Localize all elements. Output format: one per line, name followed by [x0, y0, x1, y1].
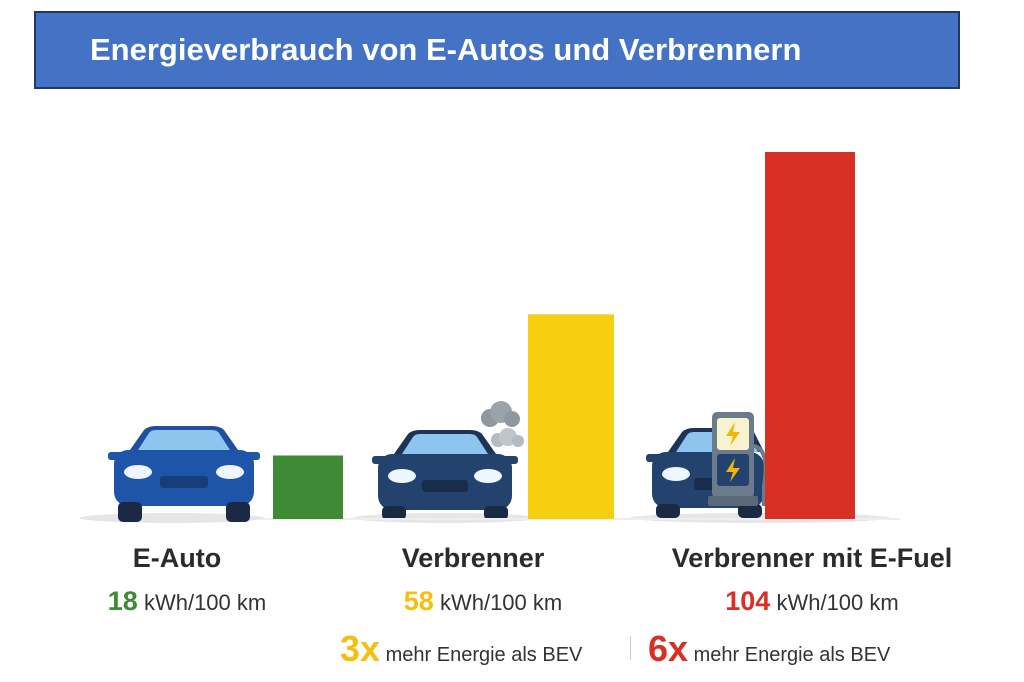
bar-verbrenner-e-fuel: [765, 152, 855, 519]
category-label-e-auto: E-Auto: [132, 543, 222, 573]
unit-label: kWh/100 km: [776, 590, 899, 615]
value-line-verbrenner-e-fuel: 104 kWh/100 km: [682, 586, 942, 617]
category-label-verbrenner: Verbrenner: [401, 543, 545, 573]
value-label: 18: [107, 586, 138, 616]
value-line-e-auto: 18 kWh/100 km: [82, 586, 292, 617]
title-banner: Energieverbrauch von E-Autos und Verbren…: [34, 11, 960, 89]
blue-car-icon: [108, 426, 260, 522]
value-label: 104: [725, 586, 771, 616]
multiplier-text: mehr Energie als BEV: [693, 644, 891, 666]
multiplier-value: 3x: [340, 628, 381, 669]
car-with-exhaust-icon: [372, 430, 518, 520]
divider: [630, 636, 631, 660]
value-label: 58: [403, 586, 434, 616]
unit-label: kWh/100 km: [439, 590, 563, 615]
car-with-charger-icon: [646, 412, 768, 518]
multiplier-text: mehr Energie als BEV: [385, 644, 583, 666]
exhaust-cloud-icon: [481, 401, 524, 447]
value-line-verbrenner: 58 kWh/100 km: [368, 586, 598, 617]
multiplier-annotation-verbrenner: 3x mehr Energie als BEV: [340, 628, 582, 670]
category-label-verbrenner-e-fuel: Verbrenner mit E-Fuel: [671, 543, 953, 573]
multiplier-annotation-e-fuel: 6x mehr Energie als BEV: [648, 628, 890, 670]
chart-title: Energieverbrauch von E-Autos und Verbren…: [90, 32, 802, 67]
multiplier-value: 6x: [648, 628, 689, 669]
unit-label: kWh/100 km: [143, 590, 267, 615]
bar-e-auto: [273, 455, 343, 519]
bar-verbrenner: [528, 314, 614, 519]
